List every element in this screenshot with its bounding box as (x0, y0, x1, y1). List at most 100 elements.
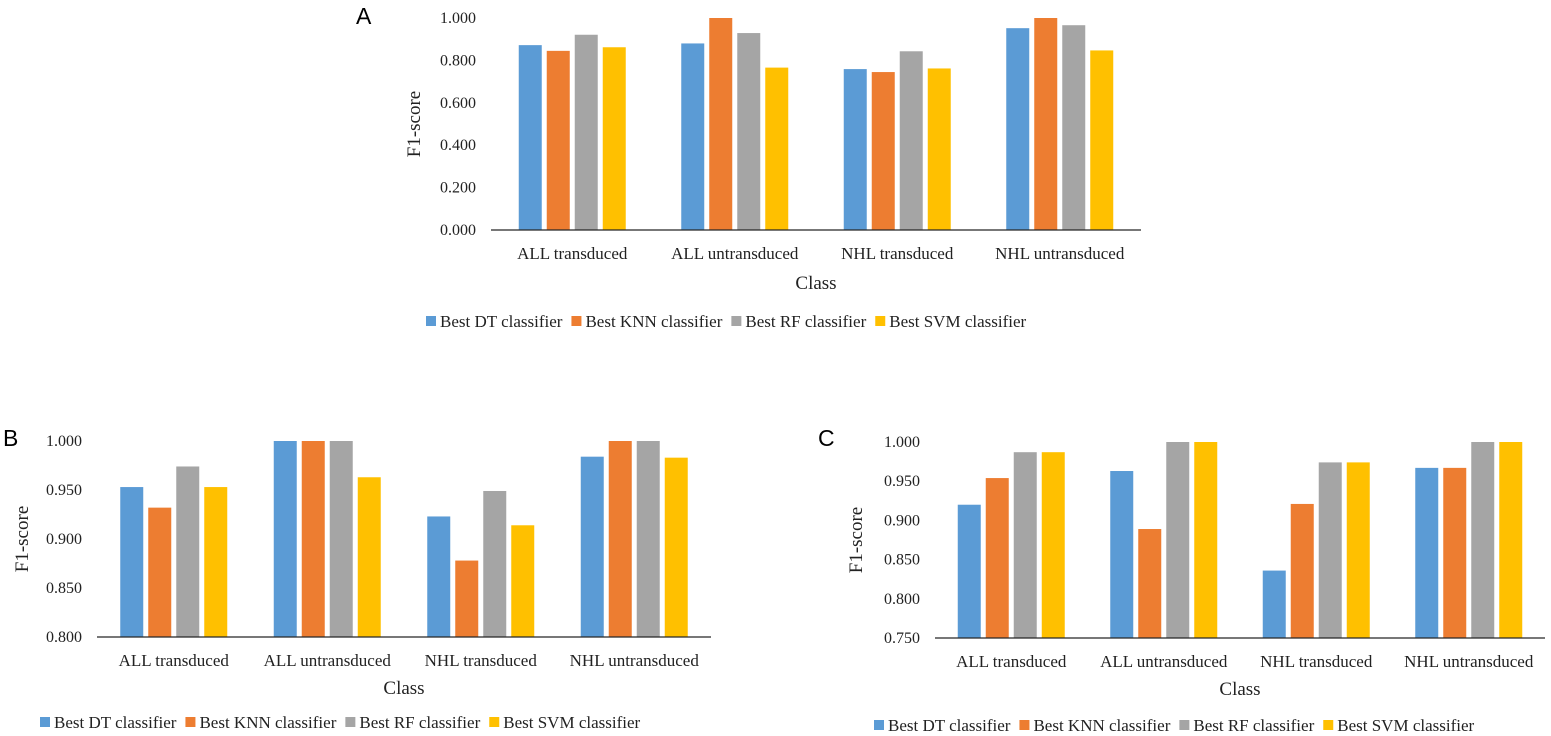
legend-item-rf: Best RF classifier (359, 713, 480, 732)
x-tick-label: ALL transduced (956, 652, 1067, 671)
x-tick-label: ALL transduced (517, 244, 628, 263)
x-tick-label: NHL transduced (841, 244, 954, 263)
panel-label: B (3, 425, 18, 451)
legend-swatch-knn (185, 717, 196, 727)
x-tick-label: ALL transduced (119, 651, 230, 670)
legend-item-knn: Best KNN classifier (199, 713, 336, 732)
bar-svm-4 (1090, 50, 1114, 230)
legend-swatch-knn (571, 316, 582, 326)
bar-dt-4 (1006, 28, 1030, 231)
bar-svm-1 (1041, 452, 1065, 638)
bar-rf-4 (1471, 442, 1495, 638)
panel-label: A (356, 3, 372, 29)
x-axis-title: Class (383, 678, 424, 699)
bar-rf-4 (636, 441, 660, 637)
x-axis-title: Class (1219, 679, 1260, 700)
panel-label: C (818, 425, 835, 451)
y-tick-label: 0.200 (440, 180, 476, 197)
bar-knn-3 (455, 560, 479, 637)
x-tick-label: NHL transduced (1260, 652, 1373, 671)
y-tick-label: 0.800 (884, 591, 920, 608)
x-tick-label: NHL untransduced (1404, 652, 1534, 671)
legend-swatch-svm (489, 717, 500, 727)
bar-rf-2 (329, 441, 353, 637)
bar-knn-2 (301, 441, 325, 637)
y-axis-title: F1-score (404, 91, 425, 157)
legend-swatch-dt (874, 720, 884, 730)
y-tick-label: 1.000 (46, 433, 82, 450)
bar-svm-4 (1499, 442, 1523, 638)
bar-dt-1 (120, 487, 144, 637)
bar-knn-1 (985, 478, 1009, 638)
bar-dt-1 (957, 504, 981, 638)
bar-dt-4 (580, 456, 604, 637)
legend-item-svm: Best SVM classifier (889, 312, 1026, 331)
bar-knn-4 (1443, 467, 1467, 638)
legend: Best DT classifier Best KNN classifier Bes… (874, 716, 1475, 735)
bar-rf-4 (1062, 25, 1086, 230)
legend-item-dt: Best DT classifier (440, 312, 563, 331)
y-tick-label: 0.800 (46, 629, 82, 646)
chart-panel-a: A 0.000 0.200 0.400 0.600 0.800 1.000 F1-score A… (356, 3, 1141, 331)
x-tick-label: ALL untransduced (671, 244, 799, 263)
y-tick-label: 1.000 (440, 10, 476, 27)
x-tick-label: ALL untransduced (264, 651, 392, 670)
bar-rf-3 (483, 490, 507, 637)
bar-svm-3 (927, 68, 951, 231)
bar-svm-2 (357, 477, 381, 637)
x-tick-label: NHL untransduced (570, 651, 700, 670)
legend-item-svm: Best SVM classifier (1337, 716, 1474, 735)
bar-rf-1 (574, 34, 598, 230)
y-tick-label: 0.600 (440, 95, 476, 112)
y-axis-title: F1-score (12, 506, 33, 572)
x-axis-title: Class (795, 273, 836, 294)
bar-knn-1 (148, 507, 172, 637)
y-tick-label: 0.000 (440, 222, 476, 239)
bar-rf-2 (737, 33, 761, 230)
bar-rf-1 (1013, 452, 1037, 638)
legend-item-dt: Best DT classifier (888, 716, 1011, 735)
bar-svm-3 (511, 525, 535, 637)
bar-rf-3 (899, 51, 923, 231)
legend-swatch-rf (731, 316, 742, 326)
bar-svm-4 (664, 457, 688, 637)
bar-rf-2 (1166, 442, 1190, 638)
y-tick-label: 0.800 (440, 52, 476, 69)
y-tick-label: 0.900 (884, 512, 920, 529)
bar-svm-3 (1346, 462, 1370, 638)
bar-dt-2 (1110, 471, 1134, 638)
bar-dt-2 (273, 441, 297, 637)
y-tick-label: 1.000 (884, 434, 920, 451)
bar-svm-2 (1194, 442, 1218, 638)
bar-rf-3 (1318, 462, 1342, 638)
bar-svm-2 (765, 67, 789, 230)
legend: Best DT classifier Best KNN classifier Bes… (426, 312, 1027, 331)
bar-knn-4 (1034, 18, 1058, 230)
bar-dt-4 (1415, 467, 1439, 638)
x-tick-label: NHL transduced (425, 651, 538, 670)
bar-dt-1 (518, 45, 542, 230)
bar-dt-3 (1262, 570, 1286, 638)
y-tick-label: 0.850 (884, 552, 920, 569)
bar-knn-2 (1138, 529, 1162, 638)
legend-swatch-svm (875, 316, 886, 326)
legend-item-dt: Best DT classifier (54, 713, 177, 732)
y-axis-title: F1-score (846, 507, 867, 573)
bar-rf-1 (176, 466, 200, 637)
legend-item-svm: Best SVM classifier (503, 713, 640, 732)
legend-swatch-rf (345, 717, 356, 727)
y-tick-label: 0.950 (884, 473, 920, 490)
legend-item-rf: Best RF classifier (1193, 716, 1314, 735)
bar-knn-3 (1290, 503, 1314, 638)
bar-svm-1 (602, 47, 626, 231)
legend-item-knn: Best KNN classifier (1033, 716, 1170, 735)
legend-swatch-knn (1019, 720, 1030, 730)
legend-swatch-dt (40, 717, 50, 727)
bar-knn-3 (871, 72, 895, 230)
y-tick-label: 0.400 (440, 137, 476, 154)
chart-panel-c: C 0.750 0.800 0.850 0.900 0.950 1.000 F1-score A… (818, 425, 1545, 735)
bar-dt-2 (681, 43, 705, 230)
y-tick-label: 0.900 (46, 531, 82, 548)
bar-knn-2 (709, 18, 733, 230)
